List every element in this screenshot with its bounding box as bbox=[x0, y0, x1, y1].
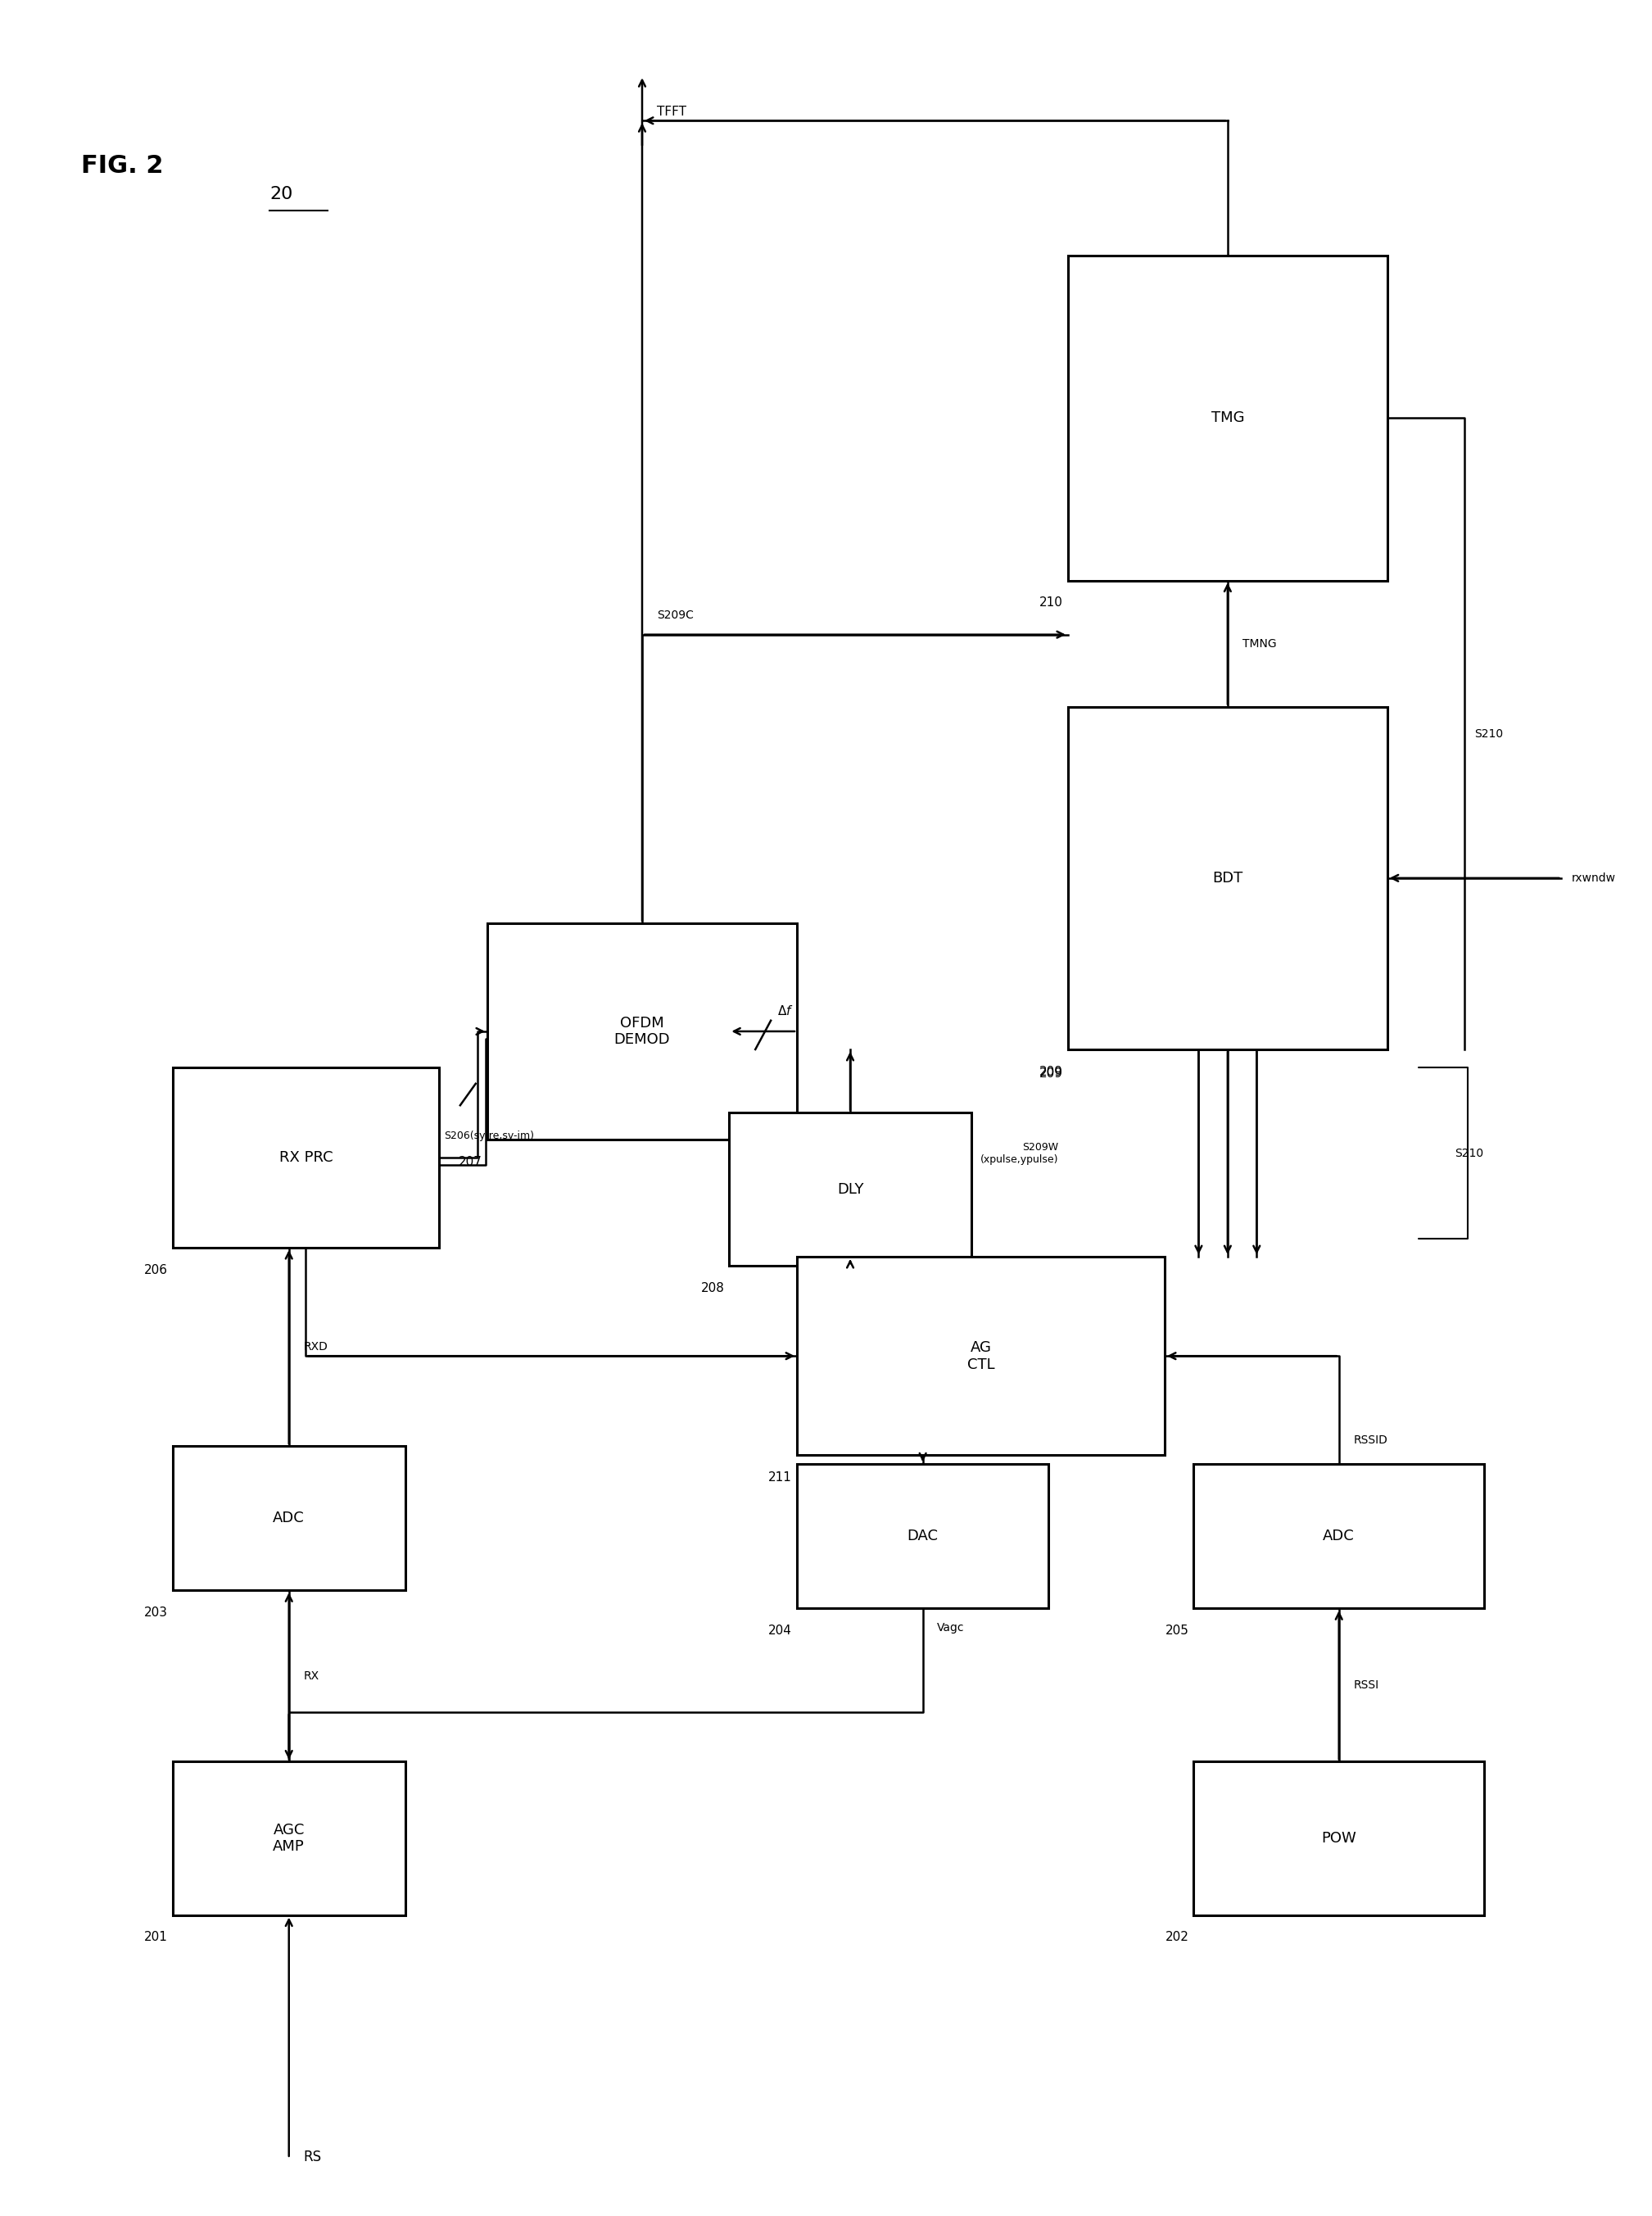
Bar bbox=[1067, 255, 1388, 581]
Bar bbox=[173, 1447, 405, 1591]
Text: OFDM
DEMOD: OFDM DEMOD bbox=[615, 1015, 671, 1048]
Bar bbox=[1194, 1762, 1483, 1915]
Text: AGC
AMP: AGC AMP bbox=[273, 1822, 304, 1855]
Text: TMNG: TMNG bbox=[1242, 638, 1277, 649]
Text: RSSI: RSSI bbox=[1353, 1680, 1379, 1691]
Text: 207: 207 bbox=[459, 1157, 482, 1168]
Text: 204: 204 bbox=[768, 1624, 791, 1638]
Text: ADC: ADC bbox=[273, 1511, 304, 1525]
Bar bbox=[1194, 1465, 1483, 1609]
Text: S209C: S209C bbox=[656, 609, 694, 620]
Text: RXD: RXD bbox=[304, 1341, 327, 1352]
Text: AG
CTL: AG CTL bbox=[966, 1341, 995, 1372]
Text: rxwndw: rxwndw bbox=[1571, 873, 1616, 884]
Text: 206: 206 bbox=[144, 1263, 169, 1276]
Bar bbox=[173, 1762, 405, 1915]
Text: BDT: BDT bbox=[1213, 871, 1242, 886]
Bar bbox=[487, 924, 796, 1139]
Bar bbox=[729, 1112, 971, 1265]
Bar bbox=[796, 1465, 1049, 1609]
Text: 205: 205 bbox=[1165, 1624, 1189, 1638]
Text: Vagc: Vagc bbox=[937, 1622, 965, 1633]
Text: $\Delta f$: $\Delta f$ bbox=[778, 1004, 793, 1017]
Text: FIG. 2: FIG. 2 bbox=[81, 153, 164, 177]
Text: S206(sy-re,sy-im): S206(sy-re,sy-im) bbox=[444, 1130, 534, 1141]
Text: TMG: TMG bbox=[1211, 410, 1244, 425]
Text: S209W
(xpulse,ypulse): S209W (xpulse,ypulse) bbox=[980, 1141, 1059, 1166]
Text: 203: 203 bbox=[144, 1607, 169, 1620]
Text: S210: S210 bbox=[1455, 1148, 1483, 1159]
Text: POW: POW bbox=[1322, 1830, 1356, 1846]
Text: S210: S210 bbox=[1474, 729, 1503, 740]
Text: DAC: DAC bbox=[907, 1529, 938, 1545]
Bar bbox=[796, 1256, 1165, 1456]
Bar bbox=[1067, 707, 1388, 1050]
Text: 20: 20 bbox=[269, 186, 292, 202]
Text: ADC: ADC bbox=[1323, 1529, 1355, 1545]
Bar bbox=[173, 1068, 439, 1248]
Text: RS: RS bbox=[304, 2150, 322, 2165]
Text: RX PRC: RX PRC bbox=[279, 1150, 332, 1166]
Text: 210: 210 bbox=[1039, 596, 1064, 609]
Text: RSSID: RSSID bbox=[1353, 1434, 1388, 1447]
Text: RX: RX bbox=[304, 1671, 319, 1682]
Text: 209: 209 bbox=[1039, 1066, 1064, 1077]
Text: 208: 208 bbox=[700, 1283, 724, 1294]
Text: 201: 201 bbox=[144, 1932, 169, 1943]
Text: 202: 202 bbox=[1165, 1932, 1189, 1943]
Text: 211: 211 bbox=[768, 1471, 791, 1485]
Text: DLY: DLY bbox=[838, 1181, 864, 1197]
Text: 209: 209 bbox=[1039, 1068, 1064, 1079]
Text: TFFT: TFFT bbox=[656, 106, 686, 117]
